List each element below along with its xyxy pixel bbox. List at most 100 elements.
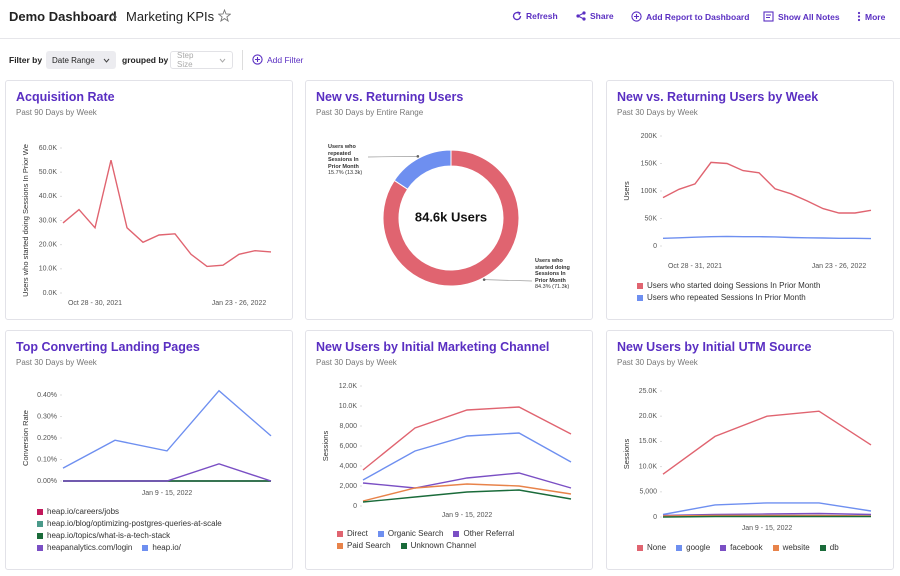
series-line (362, 472, 572, 489)
legend-label: Unknown Channel (410, 541, 476, 550)
legend-label: Paid Search (347, 541, 391, 550)
y-tick-label: 100K (641, 188, 658, 195)
slice-value: 84.3% (71.3k) (535, 284, 570, 290)
panel-title[interactable]: Top Converting Landing Pages (16, 340, 200, 354)
legend-item: Direct (337, 529, 368, 538)
chart-panel: 0 50K 100K 150K 200K Oct 28 - 31, 2021 Jan 23 … (606, 80, 894, 320)
legend-swatch (772, 544, 779, 551)
series-line (62, 389, 272, 469)
y-tick-label: 0.0K (43, 290, 58, 297)
chart: 0 2,000 4,000 6,000 8,000 10.0K 12.0K Jan 9 - 1… (321, 383, 572, 519)
legend-item: heap.io/careers/jobs (37, 507, 119, 516)
chart: 0.00% 0.10% 0.20% 0.30% 0.40% Jan 9 - 15, 202… (21, 389, 272, 497)
toolbar-divider (242, 50, 243, 70)
refresh-icon (512, 11, 522, 21)
slice-name: Users who repeated Sessions In Prior Mon… (328, 144, 359, 170)
y-axis-label: Conversion Rate (21, 410, 30, 466)
y-tick-label: 0.00% (37, 478, 57, 485)
legend-label: heap.io/careers/jobs (47, 507, 120, 516)
legend-swatch (453, 530, 460, 537)
date-range-dropdown[interactable]: Date Range (46, 51, 116, 69)
legend-label: Users who started doing Sessions In Prio… (647, 281, 821, 290)
series-line (662, 235, 872, 240)
series-line (662, 502, 872, 516)
legend-item: heapanalytics.com/login (37, 543, 132, 552)
star-icon[interactable] (218, 9, 231, 22)
legend-item: None (637, 543, 666, 552)
more-icon (857, 11, 861, 22)
notes-icon (763, 11, 774, 22)
legend-label: Organic Search (387, 529, 444, 538)
add-filter-button[interactable]: Add Filter (252, 54, 303, 65)
add-report-button[interactable]: Add Report to Dashboard (631, 11, 749, 22)
y-tick-label: 4,000 (339, 463, 357, 470)
series-line (362, 432, 572, 481)
breadcrumb[interactable]: Demo Dashboard (9, 9, 117, 24)
panel-subtitle: Past 90 Days by Week (16, 108, 97, 117)
panel-title[interactable]: New Users by Initial UTM Source (617, 340, 812, 354)
y-tick-label: 200K (641, 133, 658, 140)
legend-swatch (337, 542, 343, 549)
legend-swatch (819, 544, 826, 551)
panel-title[interactable]: Acquisition Rate (16, 90, 115, 104)
filter-label: Filter by (9, 55, 43, 65)
panel-title[interactable]: New vs. Returning Users by Week (617, 90, 819, 104)
slice-value: 15.7% (13.3k) (328, 170, 363, 176)
chart-panel: 0 2,000 4,000 6,000 8,000 10.0K 12.0K Jan 9 - 1… (305, 330, 593, 570)
dropdown-value: Step Size (177, 51, 194, 69)
refresh-button[interactable]: Refresh (512, 11, 558, 21)
y-tick-label: 0 (653, 243, 657, 250)
chart-panel: 0 5,000 10.0K 15.0K 20.0K 25.0K Jan 9 - 15, 20… (606, 330, 894, 570)
x-tick-label: Jan 9 - 15, 2022 (442, 512, 493, 519)
leader-line (367, 155, 418, 158)
action-label: Show All Notes (778, 11, 840, 22)
legend: Users who started doing Sessions In Prio… (637, 281, 865, 302)
legend-item: website (772, 543, 810, 552)
panel-subtitle: Past 30 Days by Week (617, 358, 698, 367)
legend-item: Paid Search (337, 541, 391, 550)
action-label: Refresh (526, 11, 558, 21)
legend-item: heap.io/blog/optimizing-postgres-queries… (37, 519, 222, 528)
dashboard-title: Marketing KPIs (126, 9, 215, 24)
y-tick-label: 25.0K (639, 388, 658, 395)
legend-item: facebook (720, 543, 763, 552)
legend-item: google (676, 543, 710, 552)
y-tick-label: 150K (641, 160, 658, 167)
legend: None google facebook website db (637, 543, 865, 552)
legend-swatch (37, 544, 43, 551)
legend-label: db (829, 543, 839, 552)
y-tick-label: 6,000 (339, 443, 357, 450)
chart-panel: 0.00% 0.10% 0.20% 0.30% 0.40% Jan 9 - 15, 202… (5, 330, 293, 570)
x-tick-label: Jan 23 - 26, 2022 (212, 300, 267, 307)
x-tick-label: Jan 9 - 15, 2022 (142, 490, 193, 497)
chart: 0.0K 10.0K 20.0K 30.0K 40.0K 50.0K 60.0K Oct 28… (21, 144, 272, 307)
y-tick-label: 8,000 (339, 423, 357, 430)
header-divider (0, 38, 900, 39)
more-button[interactable]: More (857, 11, 885, 22)
panel-title[interactable]: New vs. Returning Users (316, 90, 464, 104)
y-tick-label: 0.10% (37, 456, 57, 463)
legend-item: heap.io/topics/what-is-a-tech-stack (37, 531, 170, 540)
y-tick-label: 15.0K (639, 438, 658, 445)
caret-icon (219, 58, 226, 63)
series-line (362, 483, 572, 502)
y-axis-label: Sessions (321, 431, 330, 462)
action-label: Add Report to Dashboard (646, 11, 750, 22)
y-tick-label: 12.0K (339, 383, 358, 390)
legend-item: Organic Search (377, 529, 444, 538)
slice-label: Users who started doing Sessions In Prio… (535, 258, 571, 291)
x-tick-label: Jan 23 - 26, 2022 (812, 263, 867, 270)
legend-label: Users who repeated Sessions In Prior Mon… (647, 293, 806, 302)
panel-title[interactable]: New Users by Initial Marketing Channel (316, 340, 550, 354)
share-button[interactable]: Share (576, 11, 614, 21)
y-tick-label: 10.0K (639, 463, 658, 470)
leader-line (484, 279, 533, 282)
group-label: grouped by (122, 55, 169, 65)
notes-button[interactable]: Show All Notes (763, 11, 840, 22)
series-line (662, 515, 871, 518)
step-size-dropdown[interactable]: Step Size (170, 51, 233, 69)
legend-item: db (819, 543, 839, 552)
legend-label: heap.io/topics/what-is-a-tech-stack (47, 531, 171, 540)
chart-panel: 0.0K 10.0K 20.0K 30.0K 40.0K 50.0K 60.0K Oct 28… (5, 80, 293, 320)
slice-name: Users who started doing Sessions In Prio… (535, 258, 570, 284)
